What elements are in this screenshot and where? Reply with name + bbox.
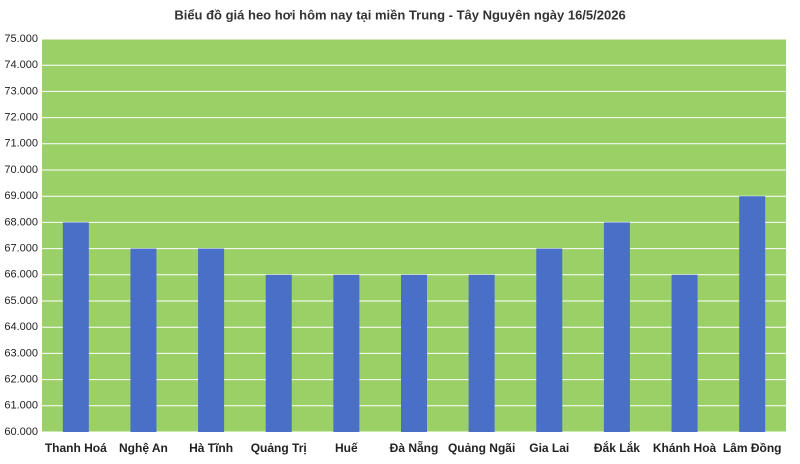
x-tick-label: Khánh Hoà	[653, 441, 717, 455]
y-tick-label: 60.000	[4, 426, 38, 438]
y-tick-label: 66.000	[4, 269, 38, 281]
x-tick-label: Lâm Đồng	[723, 441, 782, 455]
y-tick-label: 73.000	[4, 85, 38, 97]
bar	[198, 248, 225, 432]
y-tick-label: 61.000	[4, 400, 38, 412]
y-tick-label: 67.000	[4, 243, 38, 255]
bar	[401, 274, 427, 432]
y-tick-label: 63.000	[4, 347, 38, 359]
bar	[265, 274, 292, 432]
y-tick-label: 71.000	[4, 138, 38, 150]
bar	[536, 248, 563, 432]
y-tick-label: 74.000	[4, 59, 38, 71]
bar	[130, 248, 157, 432]
y-tick-label: 68.000	[4, 216, 38, 228]
y-tick-label: 69.000	[4, 190, 38, 202]
y-tick-label: 75.000	[4, 33, 38, 45]
x-tick-label: Đà Nẵng	[390, 440, 439, 455]
y-tick-label: 65.000	[4, 295, 38, 307]
x-tick-label: Thanh Hoá	[45, 441, 107, 455]
x-tick-label: Gia Lai	[529, 441, 569, 455]
x-tick-label: Huế	[335, 441, 358, 455]
x-tick-label: Quảng Trị	[251, 441, 307, 455]
x-tick-label: Nghệ An	[119, 441, 168, 455]
bar	[603, 222, 630, 432]
bar	[333, 274, 360, 432]
x-tick-label: Hà Tĩnh	[189, 441, 233, 455]
chart-title: Biểu đồ giá heo hơi hôm nay tại miền Tru…	[174, 7, 625, 22]
y-tick-label: 64.000	[4, 321, 38, 333]
bar	[671, 274, 698, 432]
y-tick-label: 70.000	[4, 164, 38, 176]
y-tick-label: 72.000	[4, 112, 38, 124]
x-tick-label: Đắk Lắk	[594, 440, 640, 455]
bar	[468, 274, 495, 432]
y-tick-label: 62.000	[4, 374, 38, 386]
bar	[62, 222, 89, 432]
x-tick-label: Quảng Ngãi	[448, 441, 515, 455]
bar	[739, 196, 766, 432]
